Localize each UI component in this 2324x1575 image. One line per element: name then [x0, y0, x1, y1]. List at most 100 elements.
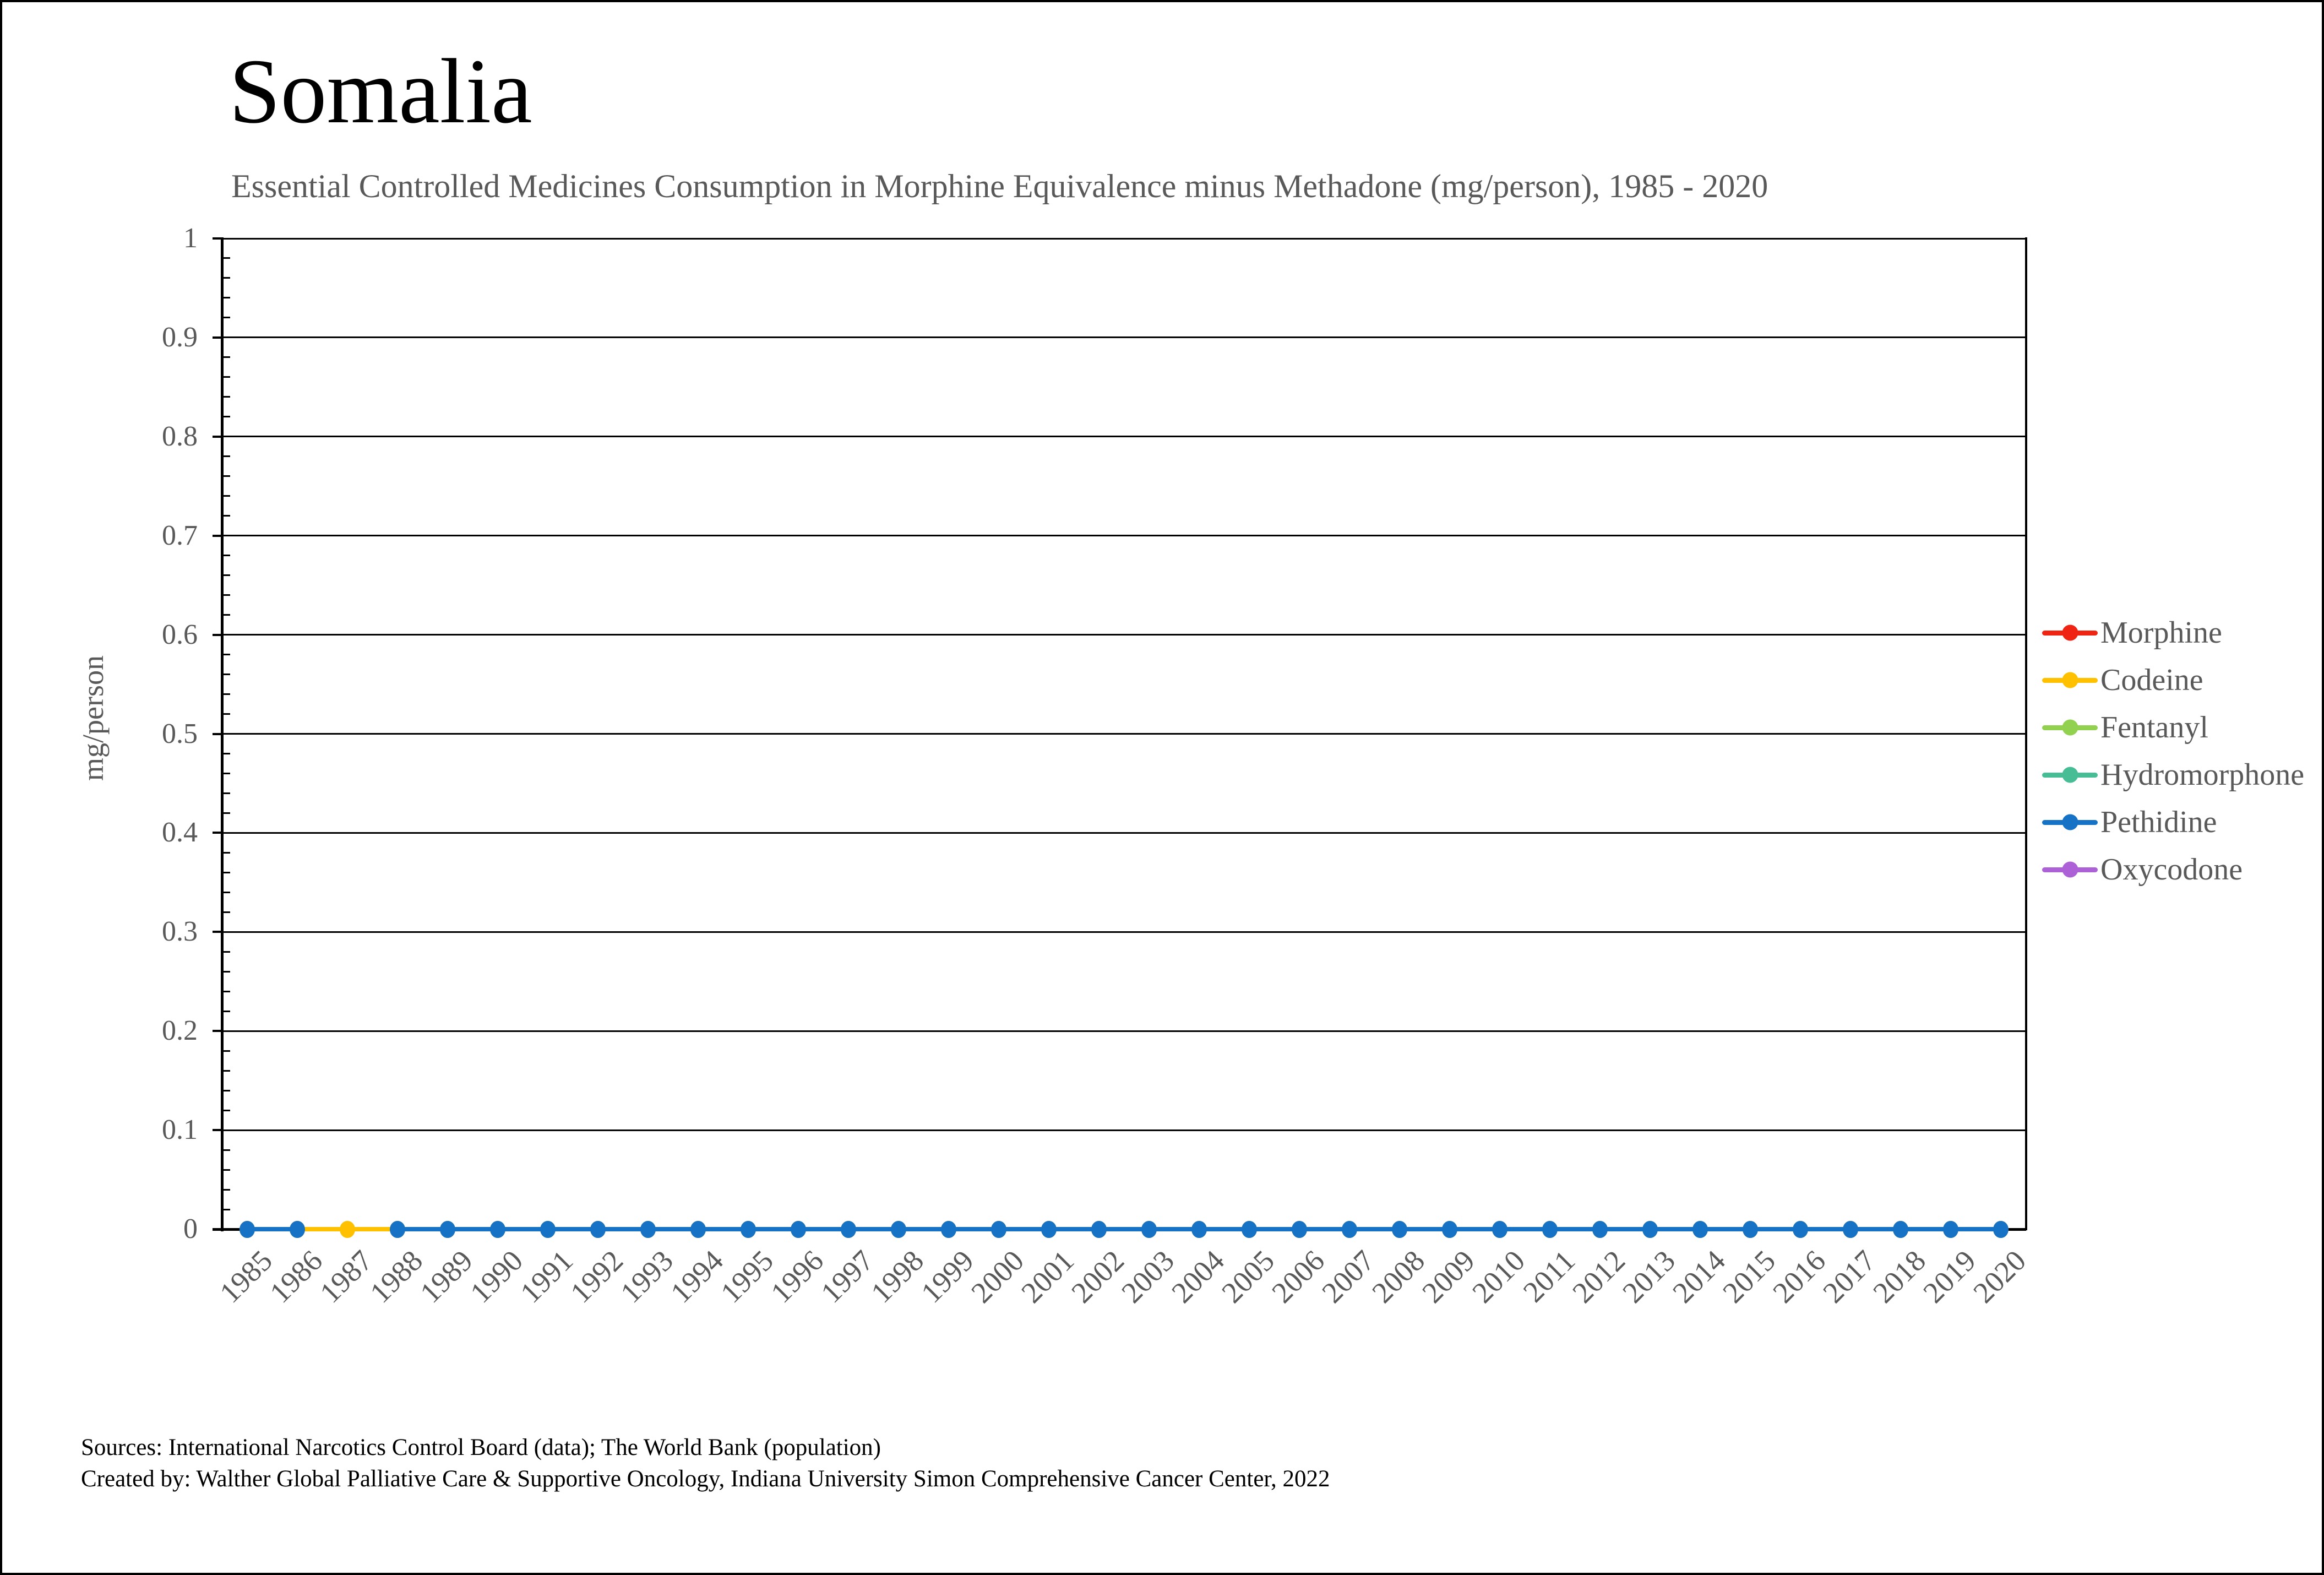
data-marker-pethidine [1492, 1220, 1508, 1238]
source-line-2: Created by: Walther Global Palliative Ca… [81, 1466, 1330, 1492]
data-marker-pethidine [1342, 1220, 1358, 1238]
y-axis-line [220, 237, 224, 1231]
x-tick-label-text: 2009 [1416, 1243, 1482, 1310]
y-tick-label: 0.7 [162, 519, 198, 551]
line-segment-pethidine [547, 1227, 598, 1231]
line-segment-pethidine [1098, 1227, 1149, 1231]
y-minor-tick [222, 1050, 230, 1052]
line-segment-codeine [297, 1227, 347, 1231]
y-minor-tick [222, 574, 230, 577]
source-note: Sources: International Narcotics Control… [81, 1432, 1330, 1495]
x-tick-label-text: 2002 [1065, 1243, 1131, 1310]
line-segment-pethidine [698, 1227, 748, 1231]
legend-label: Morphine [2100, 616, 2222, 650]
y-minor-tick [222, 1169, 230, 1171]
x-tick-label-text: 1992 [564, 1243, 629, 1310]
data-marker-pethidine [1692, 1220, 1708, 1238]
legend-line-swatch [2042, 624, 2098, 641]
x-tick-label-text: 2016 [1766, 1243, 1832, 1310]
legend-label: Fentanyl [2100, 710, 2208, 745]
data-marker-pethidine [1141, 1220, 1157, 1238]
x-tick-label-text: 1989 [413, 1243, 479, 1310]
y-minor-tick [222, 911, 230, 913]
y-minor-tick [222, 871, 230, 873]
legend-item: Hydromorphone [2042, 758, 2304, 792]
data-marker-pethidine [289, 1220, 305, 1238]
y-major-tick [213, 336, 222, 339]
x-tick-label-text: 2003 [1115, 1243, 1181, 1310]
line-segment-pethidine [1851, 1227, 1901, 1231]
y-minor-tick [222, 1069, 230, 1072]
y-gridline [222, 634, 2026, 636]
y-tick-label: 0.8 [162, 420, 198, 452]
data-marker-pethidine [1993, 1220, 2009, 1238]
x-tick-label-text: 2010 [1466, 1243, 1532, 1310]
x-tick-label-text: 1996 [764, 1243, 830, 1310]
y-major-tick [213, 534, 222, 537]
y-minor-tick [222, 555, 230, 557]
y-tick-label: 0.5 [162, 718, 198, 750]
x-tick-label-text: 2017 [1816, 1243, 1882, 1310]
data-marker-pethidine [1091, 1220, 1107, 1238]
y-tick-label: 0.6 [162, 618, 198, 650]
y-minor-tick [222, 654, 230, 656]
y-major-tick [213, 237, 222, 240]
line-segment-pethidine [597, 1227, 648, 1231]
line-segment-pethidine [1951, 1227, 2001, 1231]
y-minor-tick [222, 891, 230, 893]
y-minor-tick [222, 713, 230, 715]
legend-label: Hydromorphone [2100, 758, 2305, 792]
line-segment-pethidine [1199, 1227, 1250, 1231]
y-major-tick [213, 1129, 222, 1132]
line-segment-pethidine [848, 1227, 899, 1231]
y-gridline [222, 535, 2026, 537]
y-minor-tick [222, 851, 230, 854]
data-marker-pethidine [439, 1220, 455, 1238]
x-tick-label-text: 2014 [1666, 1243, 1732, 1310]
y-gridline [222, 832, 2026, 834]
legend-line-swatch [2042, 672, 2098, 688]
y-gridline [222, 237, 2026, 240]
x-tick-label-text: 1988 [363, 1243, 429, 1310]
y-minor-tick [222, 792, 230, 794]
data-marker-pethidine [1392, 1220, 1408, 1238]
data-marker-pethidine [1442, 1220, 1458, 1238]
y-minor-tick [222, 1089, 230, 1091]
y-minor-tick [222, 277, 230, 279]
data-marker-pethidine [640, 1220, 656, 1238]
line-segment-pethidine [397, 1227, 448, 1231]
line-segment-pethidine [1500, 1227, 1550, 1231]
legend-marker-icon [2062, 672, 2078, 688]
x-tick-label-text: 1995 [714, 1243, 780, 1310]
data-marker-pethidine [1793, 1220, 1809, 1238]
data-marker-pethidine [1242, 1220, 1258, 1238]
legend-marker-icon [2062, 624, 2078, 641]
y-tick-label: 0.2 [162, 1015, 198, 1047]
x-tick-label-text: 2018 [1866, 1243, 1933, 1310]
data-marker-pethidine [1542, 1220, 1558, 1238]
data-marker-pethidine [890, 1220, 906, 1238]
legend-item: Morphine [2042, 616, 2222, 650]
y-minor-tick [222, 257, 230, 259]
x-tick-label-text: 1999 [915, 1243, 981, 1310]
y-minor-tick [222, 376, 230, 378]
x-tick-label-text: 2013 [1616, 1243, 1682, 1310]
y-minor-tick [222, 970, 230, 973]
data-marker-pethidine [540, 1220, 556, 1238]
data-marker-pethidine [590, 1220, 606, 1238]
line-segment-pethidine [1600, 1227, 1651, 1231]
x-tick-label-text: 2019 [1917, 1243, 1983, 1310]
data-marker-pethidine [1191, 1220, 1207, 1238]
x-tick-label-text: 1993 [614, 1243, 679, 1310]
x-tick-label-text: 2007 [1315, 1243, 1381, 1310]
y-gridline [222, 733, 2026, 735]
y-minor-tick [222, 475, 230, 477]
data-marker-pethidine [840, 1220, 856, 1238]
legend-item: Fentanyl [2042, 710, 2208, 745]
x-tick-label-text: 2000 [965, 1243, 1031, 1310]
y-major-tick [213, 633, 222, 636]
data-marker-pethidine [1843, 1220, 1859, 1238]
x-tick-label-text: 1991 [514, 1243, 579, 1310]
plot-right-border [2025, 237, 2027, 1230]
